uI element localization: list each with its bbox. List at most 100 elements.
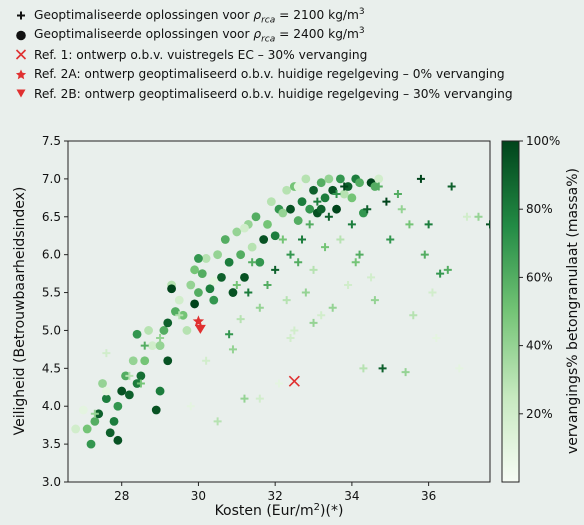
data-point-plus [351,258,360,267]
data-point-circle [332,204,341,214]
data-point-plus [405,220,414,229]
data-point-plus [355,250,364,259]
data-point-plus [309,318,318,327]
ref2a-star-marker [192,315,205,327]
data-point-circle [194,288,203,297]
circle-marker-icon [16,30,26,41]
legend-item-2400: Geoptimaliseerde oplossingen voor ρrca =… [8,26,578,46]
data-point-circle [232,227,242,237]
colorbar-tick-label: 80% [526,202,553,216]
data-point-circle [113,401,123,411]
data-point-plus [462,212,471,221]
data-point-circle [144,326,153,335]
data-point-plus [474,212,483,221]
data-point-circle [194,254,203,263]
data-point-plus [263,280,272,289]
data-point-circle [101,394,111,404]
data-point-circle [286,204,295,214]
data-point-circle [297,197,307,207]
data-point-circle [201,254,211,263]
data-point-circle [163,318,173,328]
data-point-plus [228,345,237,354]
data-point-circle [309,185,318,195]
data-point-circle [71,424,81,434]
data-points [71,174,490,449]
y-tick-label: 7.0 [42,172,61,186]
data-point-plus [232,280,241,289]
x-marker-icon [15,49,27,60]
data-point-plus [175,311,184,320]
data-point-plus [271,265,280,274]
data-point-plus [436,269,445,278]
x-tick-label: 32 [268,489,283,503]
y-axis-label: Veiligheid (Betrouwbaarheidsindex) [12,187,28,436]
legend-text-ref2b: Ref. 2B: ontwerp geoptimaliseerd o.b.v. … [34,86,513,101]
triangle-marker-icon [16,89,26,98]
data-point-plus [447,182,456,191]
data-point-plus [397,205,406,214]
y-tick-label: 6.0 [42,248,61,262]
data-point-plus [286,250,295,259]
data-point-plus [278,235,287,244]
colorbar-tick-label: 40% [526,339,553,353]
data-point-circle [251,212,261,222]
data-point-circle [151,405,161,415]
data-point-plus [275,379,283,388]
data-point-plus [378,364,387,373]
data-point-plus [244,288,253,297]
data-point-plus [305,220,314,229]
data-point-circle [82,424,92,434]
data-point-circle [220,235,230,244]
data-point-circle [316,178,326,188]
data-point-circle [117,386,127,396]
data-point-circle [209,276,219,286]
data-point-plus [409,311,418,320]
data-point-circle [159,326,169,335]
data-point-plus [386,235,395,244]
data-point-plus [359,364,368,373]
data-point-circle [190,299,200,309]
colorbar-ticks: 20% 40% 60% 80% 100% [519,134,560,421]
data-point-plus [347,220,356,229]
data-point-plus [363,205,372,214]
y-tick-label: 4.0 [42,399,61,413]
data-point-circle [155,341,165,350]
legend-text-2400: Geoptimaliseerde oplossingen voor ρrca =… [34,26,365,45]
data-point-circle [228,288,238,297]
data-point-circle [217,273,226,282]
data-point-plus [324,212,333,221]
colorbar-tick-label: 60% [526,270,553,284]
y-tick-label: 4.5 [42,361,61,375]
data-point-plus [186,402,195,411]
data-point-plus [282,296,291,305]
data-point-plus [420,250,429,259]
data-point-circle [263,219,272,229]
data-point-plus [374,182,383,191]
data-point-circle [148,341,157,350]
data-point-plus [455,364,464,373]
data-point-plus [136,379,145,388]
data-point-plus [328,303,337,312]
data-point-circle [240,223,249,233]
data-point-circle [278,208,288,218]
data-point-circle [282,185,292,195]
x-tick-label: 36 [421,489,436,503]
data-point-circle [259,235,269,244]
reference-points [192,315,300,387]
data-point-plus [301,288,310,297]
data-point-circle [255,257,265,267]
data-point-plus [294,258,303,267]
data-point-circle [155,386,165,396]
data-point-circle [374,174,384,184]
data-point-circle [171,307,180,316]
data-point-circle [347,193,357,203]
data-point-plus [202,356,211,365]
data-point-circle [335,174,345,184]
data-point-circle [140,356,150,366]
data-point-circle [182,326,192,335]
data-point-circle [101,386,111,396]
legend-item-ref2a: Ref. 2A: ontwerp geoptimaliseerd o.b.v. … [8,65,578,85]
x-axis-label: Kosten (Eur/m2)(*) [215,502,344,520]
data-point-circle [224,257,234,267]
